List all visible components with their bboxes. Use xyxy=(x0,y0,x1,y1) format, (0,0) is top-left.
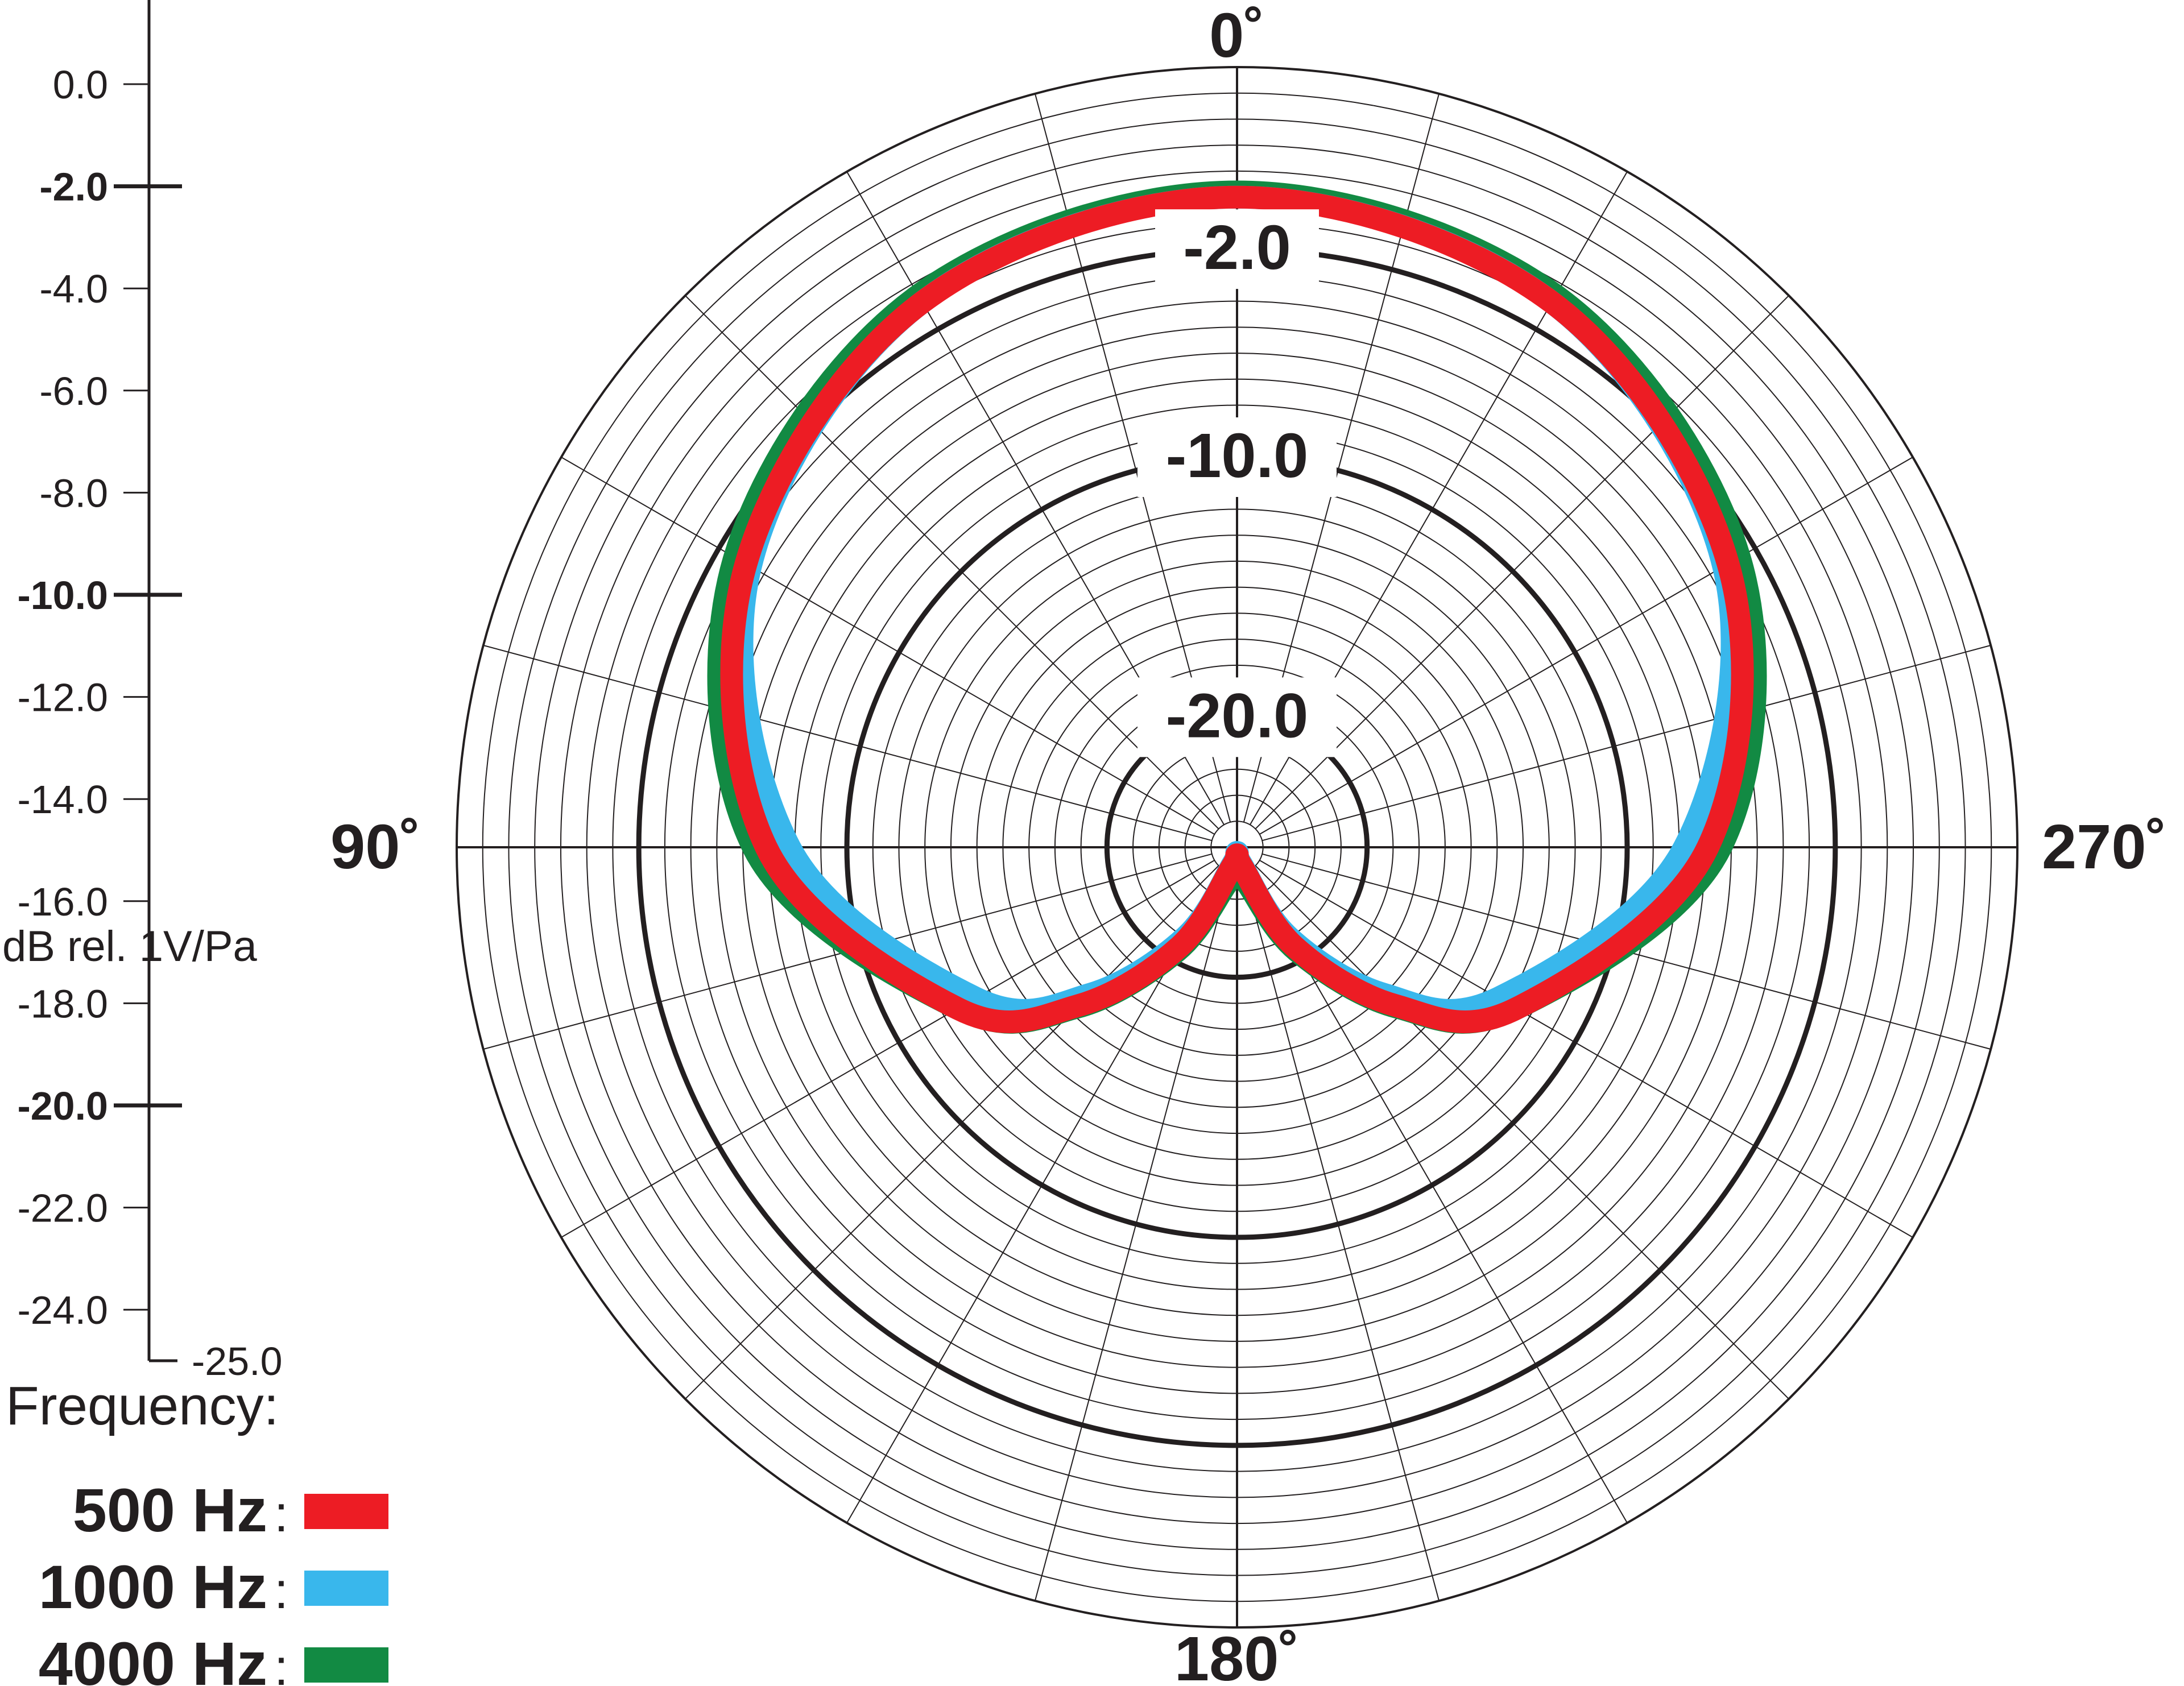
angle-gridline xyxy=(1255,865,1789,1399)
legend-colon: : xyxy=(274,1486,288,1543)
scale-tick-label: -8.0 xyxy=(39,471,108,515)
legend-swatch xyxy=(304,1494,388,1529)
scale-tick-label: -22.0 xyxy=(17,1186,108,1231)
db-scale: +5.00.0-2.0-4.0-6.0-8.0-10.0-12.0-14.0-1… xyxy=(17,0,283,1383)
angle-gridline xyxy=(1259,860,1913,1238)
angle-gridline xyxy=(685,295,1219,830)
legend-colon: : xyxy=(274,1563,288,1619)
series-line-500hz xyxy=(720,185,1754,1033)
angle-labels: 0˚ 90˚ 180˚ 270˚ xyxy=(330,1,2167,1686)
legend-item-label: 500 Hz xyxy=(73,1476,267,1544)
ring-label-gap xyxy=(1138,677,1337,757)
ring-label: -2.0 xyxy=(1183,213,1291,283)
scale-tick-label: -2.0 xyxy=(39,165,108,209)
angle-gridline xyxy=(1250,869,1628,1523)
angle-gridline xyxy=(561,860,1215,1238)
angle-gridline xyxy=(1261,644,1991,842)
angle-label-180: 180˚ xyxy=(1174,1624,1300,1686)
legend: Frequency: 500 Hz:1000 Hz:4000 Hz: xyxy=(6,1376,388,1686)
scale-tick-label: -10.0 xyxy=(17,573,108,618)
scale-tick-label: 0.0 xyxy=(53,63,108,107)
angle-label-0: 0˚ xyxy=(1209,1,1265,71)
legend-title: Frequency: xyxy=(6,1376,279,1436)
angle-gridline xyxy=(1259,457,1913,835)
ring-labels: -2.0 -10.0 -20.0 xyxy=(1138,209,1337,757)
ring-label: -10.0 xyxy=(1166,421,1309,491)
angle-gridline xyxy=(561,457,1215,835)
angle-gridline xyxy=(685,865,1219,1399)
scale-tick-label: -20.0 xyxy=(17,1084,108,1128)
scale-tick-label: -24.0 xyxy=(17,1288,108,1332)
scale-tick-label: -6.0 xyxy=(39,369,108,413)
angle-gridline xyxy=(1034,872,1231,1601)
legend-item-label: 1000 Hz xyxy=(39,1552,267,1621)
polar-series xyxy=(707,180,1767,1034)
angle-label-270: 270˚ xyxy=(2042,812,2167,882)
scale-tick-label: -25.0 xyxy=(192,1339,283,1383)
scale-tick-label: -4.0 xyxy=(39,267,108,311)
scale-tick-label: -14.0 xyxy=(17,777,108,822)
angle-gridline xyxy=(1255,295,1789,830)
scale-tick-label: -12.0 xyxy=(17,676,108,720)
legend-item-label: 4000 Hz xyxy=(39,1629,267,1686)
legend-swatch xyxy=(304,1647,388,1683)
legend-colon: : xyxy=(274,1639,288,1686)
ring-label: -20.0 xyxy=(1166,681,1309,751)
legend-swatch xyxy=(304,1571,388,1606)
angle-label-90: 90˚ xyxy=(330,812,421,882)
scale-unit-label: dB rel. 1V/Pa xyxy=(2,922,258,971)
ring-label-gap xyxy=(1155,209,1319,289)
scale-tick-label: -18.0 xyxy=(17,981,108,1026)
angle-gridline xyxy=(1243,872,1440,1601)
angle-gridline xyxy=(483,644,1213,842)
angle-gridline xyxy=(846,869,1225,1523)
ring-label-gap xyxy=(1138,417,1337,497)
scale-tick-label: -16.0 xyxy=(17,880,108,924)
